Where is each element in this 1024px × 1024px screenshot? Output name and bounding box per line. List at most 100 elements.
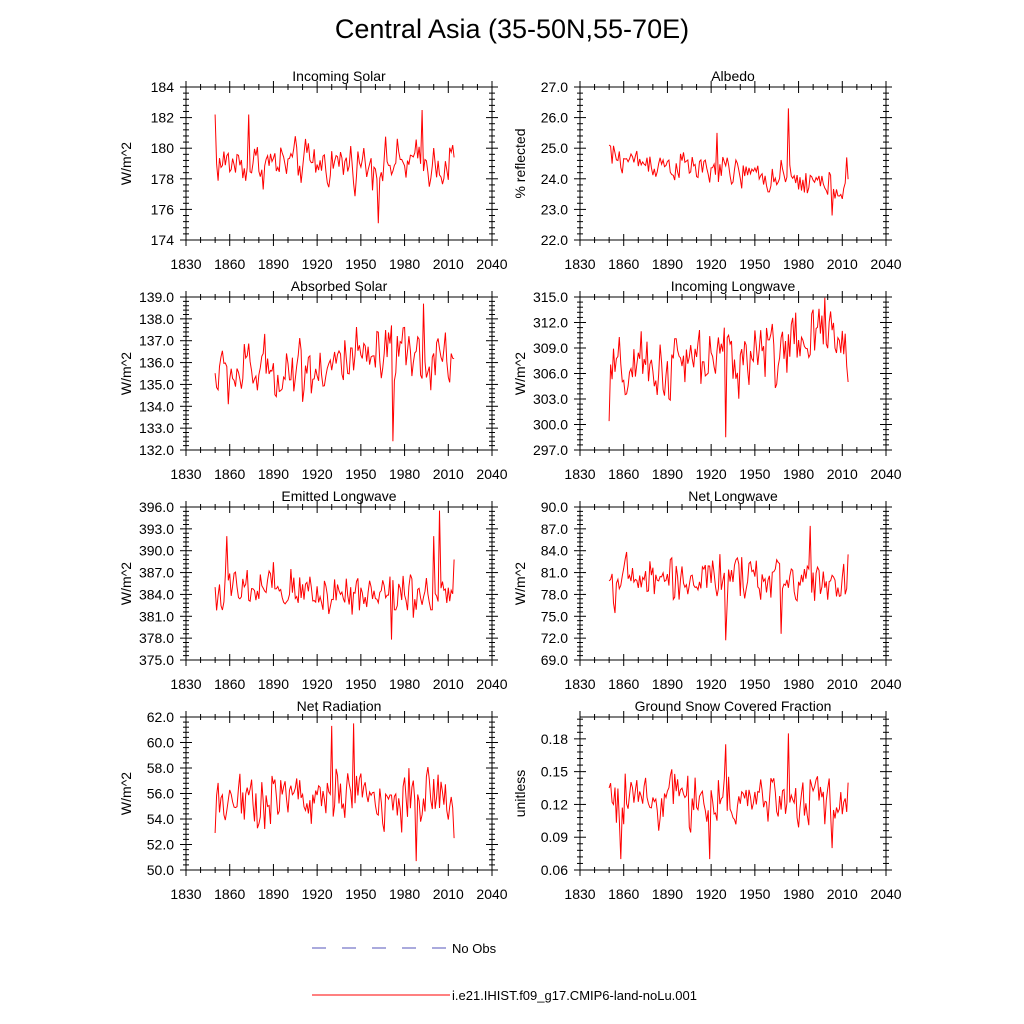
x-tick-label: 2010 [433,886,464,902]
x-tick-label: 1890 [652,466,683,482]
y-tick-label: 387.0 [139,565,174,581]
plot-frame [579,86,887,241]
y-tick-label: 69.0 [541,652,568,668]
x-tick-label: 1830 [564,886,595,902]
x-tick-label: 1950 [345,256,376,272]
y-tick-label: 184 [151,79,175,95]
chart-title: Net Radiation [297,698,382,714]
x-tick-label: 1920 [302,676,333,692]
x-tick-label: 2040 [476,256,507,272]
y-tick-label: 134.0 [139,398,174,414]
y-tick-label: 0.12 [541,796,568,812]
x-tick-label: 2010 [433,466,464,482]
chart-title: Albedo [711,68,755,84]
data-series-line [608,733,849,860]
x-tick-label: 1950 [739,886,770,902]
y-tick-label: 72.0 [541,630,568,646]
x-tick-label: 1890 [258,886,289,902]
x-tick-label: 1860 [214,886,245,902]
x-tick-label: 1830 [170,466,201,482]
x-tick-label: 2040 [870,676,901,692]
x-tick-label: 1860 [214,256,245,272]
y-tick-label: 87.0 [541,521,568,537]
x-tick-label: 2010 [827,256,858,272]
y-tick-label: 60.0 [147,735,174,751]
chart-panel-net-radiation: Net Radiation W/m^2 1830 1860 1890 1920 1950 19… [118,698,508,902]
y-tick-label: 62.0 [147,709,174,725]
chart-title: Ground Snow Covered Fraction [635,698,832,714]
y-tick-label: 135.0 [139,376,174,392]
x-tick-label: 1980 [783,886,814,902]
y-tick-label: 381.0 [139,608,174,624]
y-tick-label: 312.0 [533,315,568,331]
y-tick-label: 378.0 [139,630,174,646]
y-tick-label: 0.06 [541,862,568,878]
x-tick-label: 1890 [652,676,683,692]
x-tick-label: 1890 [652,256,683,272]
y-tick-label: 133.0 [139,420,174,436]
x-tick-label: 1980 [783,676,814,692]
x-tick-label: 1920 [302,256,333,272]
x-tick-label: 1890 [258,256,289,272]
y-tick-label: 50.0 [147,862,174,878]
plot-frame [579,506,887,661]
y-tick-label: 24.0 [541,171,568,187]
y-axis-label: % reflected [512,128,528,198]
legend: No Obs i.e21.IHIST.f09_g17.CMIP6-land-noL… [312,941,697,1003]
y-tick-label: 315.0 [533,289,568,305]
y-tick-label: 0.09 [541,829,568,845]
y-axis-label: W/m^2 [512,352,528,395]
y-tick-label: 176 [151,201,175,217]
data-series-line [214,510,455,640]
data-series-line [608,297,849,438]
x-tick-label: 1830 [170,676,201,692]
y-tick-label: 0.15 [541,764,568,780]
plot-frame [185,86,493,241]
y-tick-label: 25.0 [541,140,568,156]
chart-panel-albedo: Albedo % reflected 1830 1860 1890 1920 1950 198… [512,68,902,272]
chart-title: Incoming Longwave [671,278,796,294]
y-tick-label: 27.0 [541,79,568,95]
y-tick-label: 390.0 [139,543,174,559]
x-tick-label: 1860 [608,466,639,482]
x-tick-label: 1980 [389,256,420,272]
y-tick-label: 78.0 [541,586,568,602]
y-tick-label: 90.0 [541,499,568,515]
chart-panel-emitted-longwave: Emitted Longwave W/m^2 1830 1860 1890 1920 195… [118,488,508,692]
x-tick-label: 1890 [652,886,683,902]
x-tick-label: 1950 [345,676,376,692]
y-axis-label: W/m^2 [512,562,528,605]
x-tick-label: 1920 [696,886,727,902]
y-tick-label: 84.0 [541,543,568,559]
x-tick-label: 1950 [739,466,770,482]
y-tick-label: 136.0 [139,355,174,371]
y-axis-label: unitless [512,770,528,817]
y-tick-label: 52.0 [147,837,174,853]
x-tick-label: 1860 [608,886,639,902]
chart-panel-ground-snow-covered-fraction: Ground Snow Covered Fraction unitless 1830… [512,698,902,902]
y-tick-label: 182 [151,110,175,126]
chart-title: Absorbed Solar [291,278,388,294]
x-tick-label: 1860 [608,256,639,272]
x-tick-label: 1830 [564,676,595,692]
y-axis-label: W/m^2 [118,772,134,815]
plot-frame [185,506,493,661]
x-tick-label: 2010 [827,886,858,902]
x-tick-label: 1890 [258,676,289,692]
x-tick-label: 1920 [696,676,727,692]
y-tick-label: 174 [151,232,175,248]
y-tick-label: 384.0 [139,586,174,602]
y-tick-label: 180 [151,140,175,156]
chart-panel-incoming-solar: Incoming Solar W/m^2 1830 1860 1890 1920 1950 1… [118,68,508,272]
x-tick-label: 1980 [783,256,814,272]
x-tick-label: 1950 [345,886,376,902]
x-tick-label: 2040 [870,256,901,272]
y-tick-label: 375.0 [139,652,174,668]
y-tick-label: 22.0 [541,232,568,248]
y-tick-label: 396.0 [139,499,174,515]
x-tick-label: 2040 [476,886,507,902]
data-series-line [608,108,849,216]
x-tick-label: 1950 [739,676,770,692]
y-tick-label: 54.0 [147,811,174,827]
